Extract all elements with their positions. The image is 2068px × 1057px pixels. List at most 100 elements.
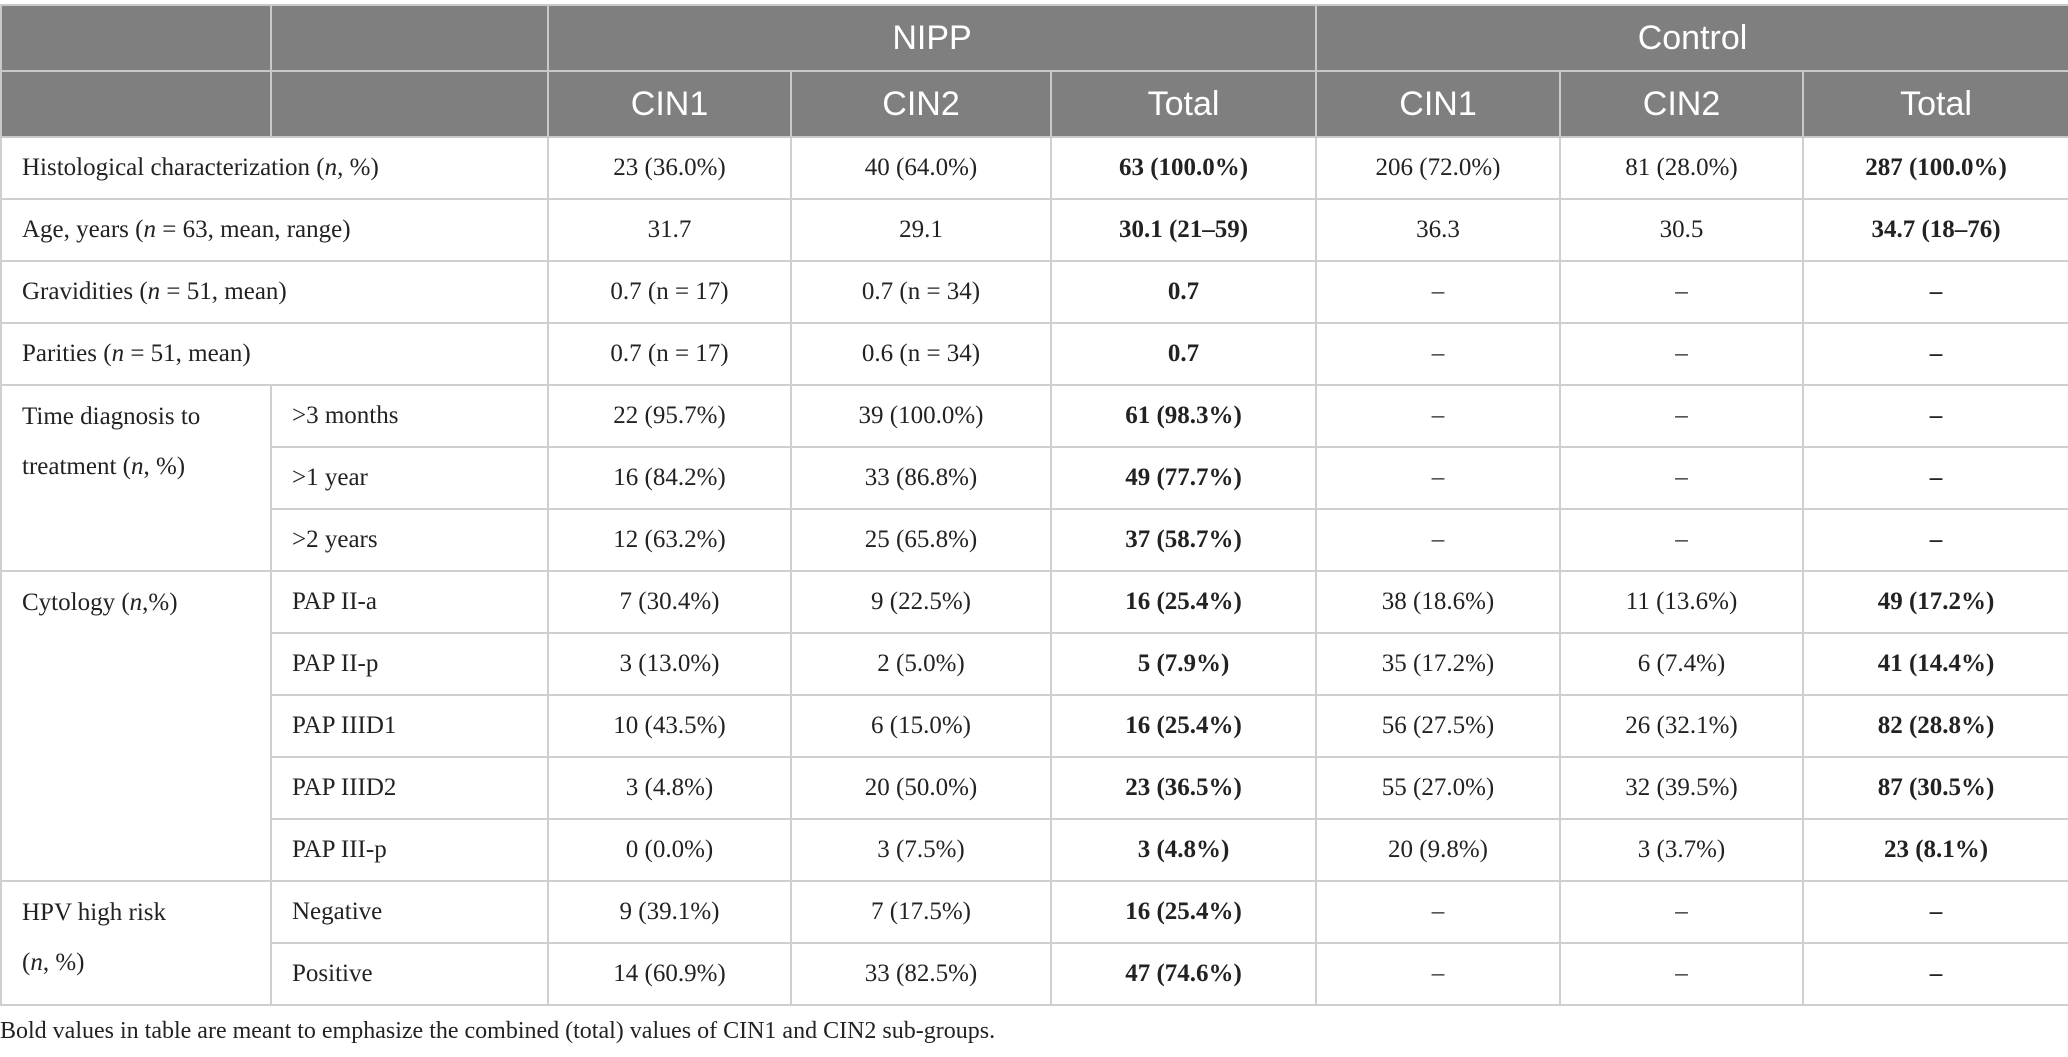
cell-control-cin2: – (1559, 508, 1805, 572)
table-row: >1 year 16 (84.2%) 33 (86.8%) 49 (77.7%) – –… (1, 446, 2068, 510)
cell-control-cin1: 55 (27.0%) (1315, 756, 1562, 820)
cell-nipp-cin1: 22 (95.7%) (547, 384, 792, 448)
cell-nipp-cin2: 9 (22.5%) (790, 570, 1052, 634)
cell-nipp-total: 5 (7.9%) (1049, 632, 1318, 696)
cell-nipp-cin1: 0.7 (n = 17) (547, 322, 792, 386)
cell-control-cin1: – (1315, 260, 1562, 324)
header-corner (270, 70, 549, 138)
header-corner (0, 4, 272, 72)
cell-nipp-cin2: 29.1 (790, 198, 1052, 262)
cell-control-cin2: 81 (28.0%) (1559, 136, 1805, 200)
cell-nipp-cin2: 33 (82.5%) (790, 942, 1052, 1006)
cell-nipp-cin1: 0 (0.0%) (547, 818, 792, 882)
header-nipp-cin1: CIN1 (547, 70, 792, 138)
row-group-label: HPV high risk (n, %) (0, 880, 272, 1006)
cell-nipp-total: 30.1 (21–59) (1049, 198, 1318, 262)
table-row: PAP III-p 0 (0.0%) 3 (7.5%) 3 (4.8%) 20 (9.… (1, 818, 2068, 882)
cell-nipp-cin2: 3 (7.5%) (790, 818, 1052, 882)
header-control-total: Total (1802, 70, 2068, 138)
table-row: Time diagnosis to treatment (n, %) >3 mon… (0, 384, 2068, 572)
row-sublabel: PAP IIID2 (270, 756, 549, 820)
cell-nipp-cin1: 3 (4.8%) (547, 756, 792, 820)
header-corner (270, 4, 549, 72)
cell-nipp-cin1: 23 (36.0%) (547, 136, 792, 200)
cell-control-cin2: – (1559, 446, 1805, 510)
cell-nipp-cin1: 9 (39.1%) (547, 880, 792, 944)
cell-nipp-cin1: 0.7 (n = 17) (547, 260, 792, 324)
cell-nipp-cin2: 6 (15.0%) (790, 694, 1052, 758)
cell-nipp-total: 3 (4.8%) (1049, 818, 1318, 882)
cell-nipp-total: 47 (74.6%) (1049, 942, 1318, 1006)
cell-nipp-cin1: 3 (13.0%) (547, 632, 792, 696)
cell-control-cin2: 3 (3.7%) (1559, 818, 1805, 882)
cell-control-cin2: – (1559, 260, 1805, 324)
header-nipp-total: Total (1049, 70, 1318, 138)
cell-nipp-total: 49 (77.7%) (1049, 446, 1318, 510)
row-sublabel: PAP II-p (270, 632, 549, 696)
cell-control-cin2: 26 (32.1%) (1559, 694, 1805, 758)
cell-nipp-cin2: 0.7 (n = 34) (790, 260, 1052, 324)
cell-control-cin2: 32 (39.5%) (1559, 756, 1805, 820)
cell-control-cin2: – (1559, 942, 1805, 1006)
row-sublabel: Negative (270, 880, 549, 944)
table-row: PAP IIID2 3 (4.8%) 20 (50.0%) 23 (36.5%) 55… (1, 756, 2068, 820)
header-group-nipp: NIPP (546, 4, 1318, 72)
cell-control-cin1: – (1315, 880, 1562, 944)
cell-control-total: – (1802, 446, 2068, 510)
cell-control-cin1: 20 (9.8%) (1315, 818, 1562, 882)
row-sublabel: >3 months (270, 384, 549, 448)
table-row: PAP IIID1 10 (43.5%) 6 (15.0%) 16 (25.4%) 5… (1, 694, 2068, 758)
cell-nipp-cin1: 14 (60.9%) (547, 942, 792, 1006)
table-footnote: Bold values in table are meant to emphas… (0, 1018, 996, 1044)
table-row: Parities (n = 51, mean) 0.7 (n = 17) 0.6 … (0, 322, 2068, 386)
row-group-label: Time diagnosis to treatment (n, %) (0, 384, 272, 572)
cell-control-total: – (1802, 880, 2068, 944)
cell-control-total: – (1802, 322, 2068, 386)
cell-control-cin2: 30.5 (1559, 198, 1805, 262)
row-label: Age, years (n = 63, mean, range) (0, 198, 549, 262)
cell-control-cin1: – (1315, 384, 1562, 448)
cell-nipp-total: 0.7 (1049, 322, 1318, 386)
row-group-label: Cytology (n,%) (0, 570, 272, 882)
cell-nipp-total: 16 (25.4%) (1049, 880, 1318, 944)
row-label: Parities (n = 51, mean) (0, 322, 549, 386)
row-sublabel: PAP III-p (270, 818, 549, 882)
cell-control-cin1: 38 (18.6%) (1315, 570, 1562, 634)
row-label: Gravidities (n = 51, mean) (0, 260, 549, 324)
cell-nipp-cin1: 31.7 (547, 198, 792, 262)
table-row: Age, years (n = 63, mean, range) 31.7 29.… (0, 198, 2068, 262)
cell-nipp-cin2: 39 (100.0%) (790, 384, 1052, 448)
table-row: Gravidities (n = 51, mean) 0.7 (n = 17) 0… (0, 260, 2068, 324)
table-row: PAP II-p 3 (13.0%) 2 (5.0%) 5 (7.9%) 35 (17… (1, 632, 2068, 696)
cell-control-cin1: – (1315, 942, 1562, 1006)
table-row: Cytology (n,%) PAP II-a 7 (30.4%) 9 (22.5… (0, 570, 2068, 882)
cell-control-cin2: – (1559, 384, 1805, 448)
cell-nipp-total: 16 (25.4%) (1049, 694, 1318, 758)
cell-nipp-total: 0.7 (1049, 260, 1318, 324)
cell-control-cin1: 56 (27.5%) (1315, 694, 1562, 758)
cell-control-cin2: – (1559, 880, 1805, 944)
cell-nipp-cin2: 0.6 (n = 34) (790, 322, 1052, 386)
cell-control-total: – (1802, 508, 2068, 572)
cell-control-total: 34.7 (18–76) (1802, 198, 2068, 262)
row-label: Histological characterization (n, %) (0, 136, 549, 200)
cell-control-total: – (1802, 384, 2068, 448)
cell-control-total: 287 (100.0%) (1802, 136, 2068, 200)
header-row-groups: NIPP Control (0, 4, 2068, 72)
row-sublabel: PAP IIID1 (270, 694, 549, 758)
cell-nipp-total: 23 (36.5%) (1049, 756, 1318, 820)
cell-control-cin2: 11 (13.6%) (1559, 570, 1805, 634)
cell-nipp-cin1: 16 (84.2%) (547, 446, 792, 510)
cell-nipp-cin1: 10 (43.5%) (547, 694, 792, 758)
header-control-cin1: CIN1 (1315, 70, 1562, 138)
cell-nipp-total: 37 (58.7%) (1049, 508, 1318, 572)
cell-control-cin1: 36.3 (1315, 198, 1562, 262)
header-corner (0, 70, 272, 138)
cell-control-total: – (1802, 942, 2068, 1006)
cell-control-cin1: 206 (72.0%) (1315, 136, 1562, 200)
cell-control-total: 87 (30.5%) (1802, 756, 2068, 820)
row-sublabel: >2 years (270, 508, 549, 572)
header-control-cin2: CIN2 (1559, 70, 1805, 138)
cell-nipp-cin1: 12 (63.2%) (547, 508, 792, 572)
table-body: Histological characterization (n, %) 23 … (0, 136, 2068, 1006)
